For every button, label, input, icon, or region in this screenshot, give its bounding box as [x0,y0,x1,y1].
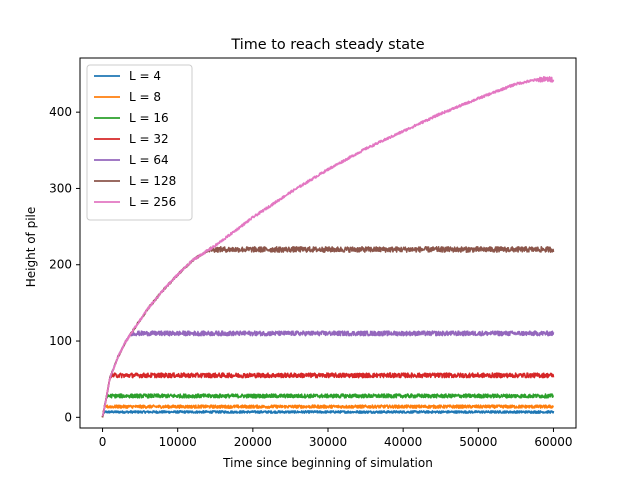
axes-layer: 0 10000 20000 30000 40000 50000 60000 0 100 200 30… [49,57,577,449]
y-tick-label: 100 [49,334,72,348]
legend-label: L = 4 [129,69,161,83]
legend-label: L = 128 [129,174,176,188]
legend-item: L = 128 [94,174,176,188]
y-tick-label: 0 [64,410,72,424]
x-tick-label: 60000 [534,435,572,449]
y-tick-label: 200 [49,258,72,272]
x-tick-label: 20000 [234,435,272,449]
series-line-8 [101,404,554,418]
series-line-16 [101,393,554,418]
series-line-4 [101,410,555,418]
legend-item: L = 256 [94,195,176,209]
y-axis-label: Height of pile [24,207,38,288]
legend-label: L = 256 [129,195,176,209]
x-tick-label: 50000 [459,435,497,449]
x-axis-label: Time since beginning of simulation [222,456,433,470]
legend-item: L = 4 [94,69,161,83]
chart-title: Time to reach steady state [230,37,424,53]
y-tick-label: 400 [49,105,72,119]
series-layer [101,76,555,418]
x-tick-label: 40000 [384,435,422,449]
legend-label: L = 64 [129,153,169,167]
legend-label: L = 32 [129,132,169,146]
legend-item: L = 64 [94,153,169,167]
x-tick-label: 30000 [309,435,347,449]
legend-item: L = 32 [94,132,169,146]
series-line-256 [101,76,555,417]
legend-item: L = 8 [94,90,161,104]
legend: L = 4 L = 8 L = 16 L = 32 L = 64 L = 128 L = 2… [86,64,193,221]
series-line-32 [101,372,555,418]
legend-label: L = 16 [129,111,169,125]
x-tick-label: 10000 [159,435,197,449]
series-line-64 [101,330,555,417]
legend-label: L = 8 [129,90,161,104]
x-tick-label: 0 [99,435,107,449]
legend-item: L = 16 [94,111,169,125]
y-tick-label: 300 [49,181,72,195]
